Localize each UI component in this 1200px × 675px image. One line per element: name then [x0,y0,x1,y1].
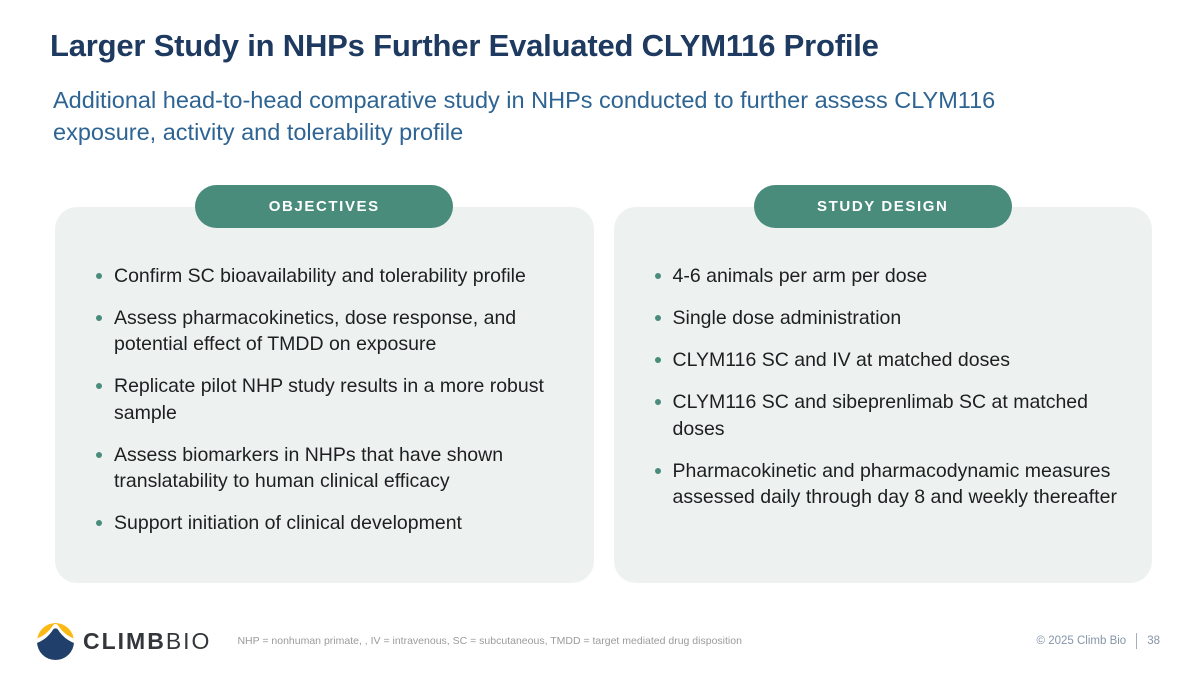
climb-bio-logo-icon [36,622,75,660]
bullet-text: Confirm SC bioavailability and tolerabil… [114,265,526,287]
bullet-text: CLYM116 SC and IV at matched doses [672,349,1010,372]
list-item: Support initiation of clinical developme… [95,510,560,536]
bullet-text: Replicate pilot NHP study results in a m… [114,375,544,424]
study-design-pill-header: STUDY DESIGN [753,185,1012,228]
climb-bio-logo: CLIMBBIO [36,622,211,661]
bullet-dot-icon [96,519,102,526]
copyright-text: © 2025 Climb Bio [1036,635,1127,647]
page-title: Larger Study in NHPs Further Evaluated C… [50,28,879,63]
list-item: Single dose administration [654,305,1119,331]
bullet-text: Support initiation of clinical developme… [114,511,462,534]
bullet-text: Single dose administration [672,307,902,330]
study-design-list: 4-6 animals per arm per dose Single dose… [614,207,1153,540]
bullet-text: Assess biomarkers in NHPs that have show… [114,443,504,492]
bullet-dot-icon [96,451,102,458]
list-item: Assess pharmacokinetics, dose response, … [95,305,560,357]
climb-bio-wordmark: CLIMBBIO [83,628,211,655]
objectives-pill-header: OBJECTIVES [195,185,454,228]
study-design-card: STUDY DESIGN 4-6 animals per arm per dos… [613,185,1153,583]
bullet-dot-icon [96,273,102,279]
logo-text-bio: BIO [165,627,212,654]
bullet-dot-icon [654,357,661,364]
bullet-text: Pharmacokinetic and pharmacodynamic meas… [672,459,1117,508]
list-item: CLYM116 SC and sibeprenlimab SC at match… [654,389,1119,441]
list-item: CLYM116 SC and IV at matched doses [654,347,1119,373]
bullet-dot-icon [96,315,102,322]
logo-text-climb: CLIMB [83,627,166,654]
objectives-list: Confirm SC bioavailability and tolerabil… [55,207,594,566]
list-item: Assess biomarkers in NHPs that have show… [95,442,560,494]
bullet-dot-icon [654,467,661,474]
bullet-dot-icon [96,383,102,390]
bullet-dot-icon [654,315,661,322]
bullet-text: 4-6 animals per arm per dose [672,265,928,287]
list-item: Replicate pilot NHP study results in a m… [95,373,560,425]
footer-divider [1136,633,1138,649]
objectives-card: OBJECTIVES Confirm SC bioavailability an… [55,185,594,583]
list-item: Pharmacokinetic and pharmacodynamic meas… [654,458,1119,510]
bullet-dot-icon [654,273,661,279]
page-number: 38 [1147,635,1160,647]
bullet-text: CLYM116 SC and sibeprenlimab SC at match… [672,391,1089,440]
bullet-text: Assess pharmacokinetics, dose response, … [114,307,517,356]
slide-footer: CLIMBBIO NHP = nonhuman primate, , IV = … [36,619,1160,663]
abbreviations-footnote: NHP = nonhuman primate, , IV = intraveno… [237,635,742,647]
page-subtitle: Additional head-to-head comparative stud… [53,87,996,146]
list-item: Confirm SC bioavailability and tolerabil… [95,263,560,289]
cards-container: OBJECTIVES Confirm SC bioavailability an… [55,185,1153,583]
bullet-dot-icon [654,399,661,406]
list-item: 4-6 animals per arm per dose [654,263,1119,289]
